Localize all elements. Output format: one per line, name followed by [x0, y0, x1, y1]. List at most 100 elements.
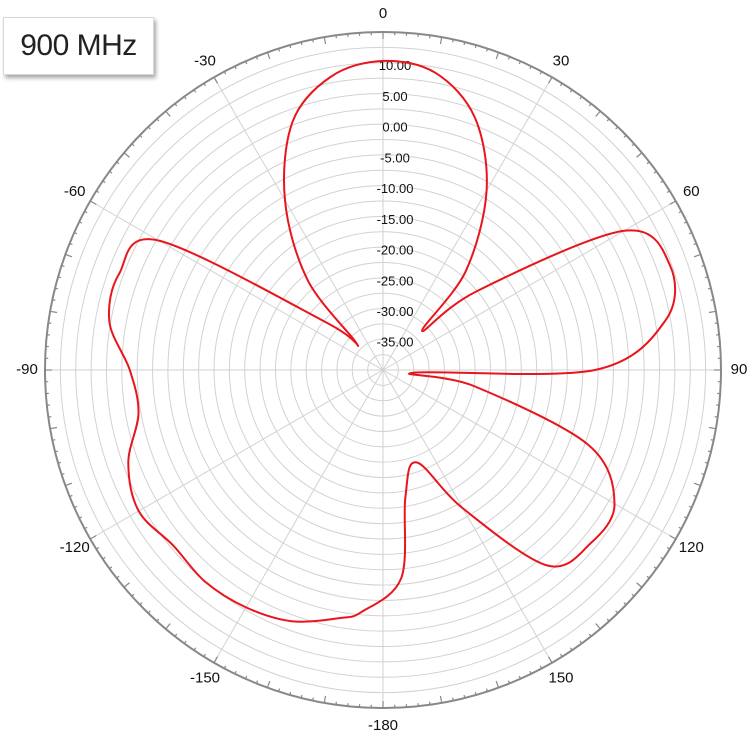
- ring-tick: [669, 534, 677, 540]
- radial-tick-label: -20.00: [377, 243, 414, 258]
- ring-tick: [266, 52, 271, 60]
- ring-tick: [139, 602, 143, 606]
- ring-tick: [669, 200, 677, 206]
- ring-tick: [289, 691, 292, 696]
- ring-tick: [116, 161, 120, 165]
- ring-tick: [116, 575, 120, 579]
- ring-tick: [660, 556, 664, 560]
- grid-ring: [228, 215, 538, 525]
- ring-tick: [547, 656, 553, 664]
- ring-tick: [123, 152, 130, 158]
- ring-tick: [203, 653, 206, 657]
- ring-tick: [539, 71, 543, 75]
- ring-tick: [102, 180, 106, 184]
- ring-tick: [223, 665, 227, 669]
- ring-tick: [234, 65, 237, 70]
- ring-tick: [193, 89, 197, 93]
- ring-tick: [84, 210, 88, 214]
- ring-tick: [547, 76, 553, 84]
- angle-tick-label: 30: [553, 53, 570, 70]
- angle-tick-label: -60: [64, 183, 86, 200]
- ring-tick: [54, 450, 59, 453]
- ring-tick: [65, 253, 73, 258]
- ring-tick: [213, 656, 219, 664]
- ring-tick: [277, 688, 281, 692]
- radial-tick-label: 5.00: [382, 89, 407, 104]
- ring-tick: [174, 103, 178, 107]
- radial-tick-label: -25.00: [377, 273, 414, 288]
- ring-tick: [646, 161, 650, 165]
- angle-tick-label: -90: [16, 361, 38, 378]
- ring-tick: [312, 697, 314, 701]
- ring-tick: [588, 633, 592, 637]
- ring-tick: [495, 680, 500, 688]
- ring-tick: [701, 472, 705, 476]
- angle-tick-label: 0: [379, 5, 387, 22]
- grid-ring: [75, 62, 691, 678]
- grid-ring: [90, 77, 676, 663]
- ring-tick: [636, 152, 643, 158]
- ring-tick: [463, 694, 466, 699]
- ring-tick: [156, 118, 160, 122]
- angle-tick-label: -150: [190, 669, 220, 686]
- ring-tick: [678, 526, 682, 530]
- ring-tick: [452, 39, 454, 43]
- ring-tick: [707, 287, 712, 290]
- ring-tick: [109, 566, 113, 570]
- ring-tick: [244, 60, 248, 65]
- ring-tick: [631, 593, 635, 597]
- ring-tick: [660, 180, 664, 184]
- angle-tick-label: 120: [679, 539, 704, 556]
- ring-tick: [300, 694, 303, 699]
- ring-tick: [183, 96, 187, 100]
- ring-tick: [96, 547, 100, 550]
- radiation-pattern-series: [107, 59, 677, 623]
- ring-tick: [683, 221, 688, 224]
- ring-tick: [244, 675, 248, 680]
- pattern-line: [107, 59, 677, 623]
- grid-ring: [244, 231, 522, 509]
- ring-tick: [61, 472, 65, 476]
- radial-tick-label: -15.00: [377, 212, 414, 227]
- ring-tick: [84, 526, 88, 530]
- ring-tick: [109, 170, 113, 174]
- ring-tick: [266, 680, 271, 688]
- angle-tick-label: -30: [194, 53, 216, 70]
- angle-tick-labels: 0 30 60 90 120 150 -180 -150 -120 -90 -60 -30: [16, 5, 747, 734]
- ring-tick: [89, 534, 97, 540]
- ring-tick: [54, 287, 59, 290]
- ring-tick: [165, 110, 171, 117]
- ring-tick: [57, 461, 62, 464]
- radial-tick-label: -5.00: [380, 150, 410, 165]
- angle-tick-label: 60: [683, 183, 700, 200]
- ring-tick: [708, 426, 716, 430]
- ring-tick: [704, 276, 709, 279]
- ring-tick: [507, 680, 511, 684]
- ring-tick: [646, 575, 650, 579]
- ring-tick: [560, 653, 563, 657]
- grid-ring: [182, 169, 584, 571]
- ring-tick: [50, 426, 58, 430]
- ring-tick: [653, 566, 657, 570]
- ring-tick: [539, 665, 543, 669]
- ring-tick: [579, 96, 583, 100]
- ring-tick: [139, 134, 143, 138]
- ring-tick: [61, 264, 65, 268]
- ring-tick: [131, 143, 135, 147]
- ring-tick: [588, 103, 592, 107]
- angle-tick-label: 90: [731, 361, 748, 378]
- polar-grid: [44, 31, 722, 709]
- ring-tick: [289, 44, 292, 49]
- ring-tick: [631, 143, 635, 147]
- ring-tick: [73, 505, 78, 509]
- grid-ring: [105, 92, 661, 648]
- ring-tick: [569, 647, 573, 651]
- ring-tick: [174, 633, 178, 637]
- grid-ring: [351, 338, 415, 402]
- ring-tick: [131, 593, 135, 597]
- ring-tick: [474, 691, 477, 696]
- ring-tick: [213, 76, 219, 84]
- ring-tick: [147, 126, 151, 130]
- grid-ring: [198, 185, 568, 555]
- ring-tick: [560, 83, 563, 87]
